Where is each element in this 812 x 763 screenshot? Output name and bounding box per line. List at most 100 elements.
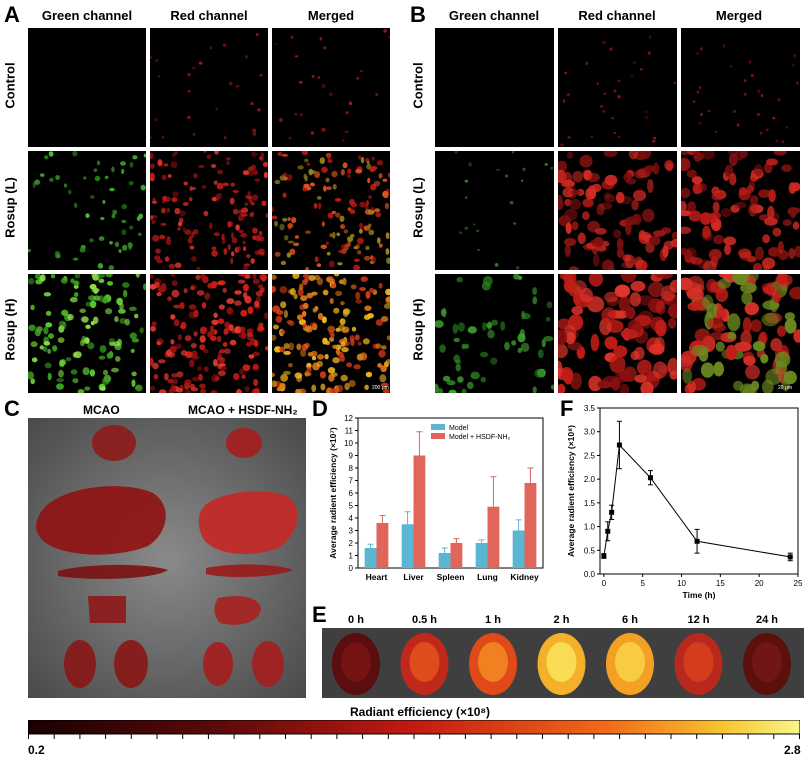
brain-core	[752, 642, 782, 682]
legend-label: Model + HSDF-NH₂	[449, 434, 511, 441]
cells-merged	[272, 151, 390, 270]
image-b-control-red	[558, 28, 677, 147]
y-tick-label: 11	[345, 427, 354, 436]
bar	[376, 523, 389, 568]
image-b-rosup-h-red	[558, 274, 677, 393]
organ-heart-model	[92, 425, 136, 461]
cells-merged	[681, 151, 800, 270]
image-b-rosup-h-merged	[681, 274, 800, 393]
image-a-control-merged	[272, 28, 390, 147]
plot-frame	[599, 407, 799, 575]
time-label: 24 h	[755, 614, 778, 626]
bar	[487, 506, 500, 568]
organ-lung-treated	[214, 596, 261, 625]
image-a-rosup-h-merged	[272, 274, 390, 393]
x-tick-label: 15	[716, 579, 725, 588]
y-tick-label: 0	[349, 564, 354, 573]
brain-core	[683, 642, 714, 682]
organ-kidney-model-2	[114, 640, 148, 688]
bar	[450, 543, 463, 568]
col-header-a-green: Green channel	[41, 8, 133, 23]
legend-swatch	[431, 433, 445, 439]
image-b-rosup-l-red	[558, 151, 677, 270]
scale-bar-a: 200 μm	[372, 385, 389, 391]
y-tick-label: 3	[349, 527, 354, 536]
y-tick-label: 1.5	[584, 499, 596, 508]
panel-c-organ-image	[28, 418, 306, 698]
panel-c-label-mcao: MCAO	[83, 403, 120, 417]
brain-core	[478, 642, 508, 682]
x-tick-label: Liver	[403, 572, 424, 582]
colorbar-min: 0.2	[28, 743, 45, 757]
data-point	[647, 475, 653, 481]
row-header-b-rosup-h: Rosup (H)	[410, 298, 426, 361]
colorbar-max: 2.8	[784, 743, 801, 757]
image-b-control-merged	[681, 28, 800, 147]
cells-green	[28, 151, 146, 270]
y-tick-label: 0.0	[584, 570, 596, 579]
bar	[438, 553, 451, 568]
panel-letter-e: E	[312, 602, 327, 627]
cells-red	[150, 33, 263, 140]
legend-label: Model	[449, 425, 469, 432]
brain-core	[546, 642, 577, 682]
row-header-a-rosup-l: Rosup (L)	[2, 177, 18, 238]
data-point	[609, 509, 615, 515]
panel-letter-b: B	[410, 2, 426, 27]
row-header-a-rosup-h: Rosup (H)	[2, 298, 18, 361]
image-b-rosup-l-green	[435, 151, 554, 270]
brain-core	[409, 642, 440, 682]
data-point	[616, 442, 622, 448]
cells-green	[454, 151, 554, 270]
panel-e-brain-strip	[322, 628, 804, 698]
data-point	[787, 554, 793, 560]
col-header-a-merged: Merged	[307, 8, 355, 23]
organ-liver-treated	[198, 491, 298, 555]
time-label: 6 h	[622, 614, 638, 626]
panel-letter-a: A	[4, 2, 20, 27]
y-tick-label: 6	[349, 489, 354, 498]
cells-merged	[681, 274, 800, 393]
cells-merged	[272, 274, 390, 393]
row-header-b-control: Control	[410, 62, 426, 109]
y-tick-label: 1.0	[584, 523, 596, 532]
y-tick-label: 3.5	[584, 404, 596, 413]
x-tick-label: 5	[640, 579, 645, 588]
y-tick-label: 2	[349, 539, 354, 548]
x-axis-label: Time (h)	[683, 590, 716, 600]
bar	[475, 543, 488, 568]
y-tick-label: 10	[344, 439, 353, 448]
image-a-rosup-l-green	[28, 151, 146, 270]
time-label: 2 h	[553, 614, 570, 626]
x-tick-label: 10	[677, 579, 686, 588]
cells-red	[560, 35, 677, 147]
colorbar	[28, 720, 800, 739]
y-tick-label: 2.5	[584, 451, 596, 460]
y-tick-label: 1	[349, 552, 354, 561]
scale-bar-b: 20 μm	[778, 385, 792, 391]
cells-green	[435, 274, 554, 393]
x-tick-label: 25	[794, 579, 803, 588]
bar	[413, 455, 426, 568]
y-tick-label: 9	[349, 452, 354, 461]
brain-core	[615, 642, 645, 682]
image-b-control-green	[435, 28, 554, 147]
cells-red	[150, 274, 268, 393]
time-label: 1 h	[485, 614, 501, 626]
organ-kidney-treated-2	[252, 641, 284, 687]
col-header-a-red: Red channel	[170, 8, 248, 23]
image-b-rosup-l-merged	[681, 151, 800, 270]
image-b-rosup-h-green	[435, 274, 554, 393]
y-tick-label: 8	[349, 464, 354, 473]
time-label: 0.5 h	[411, 614, 438, 626]
panel-letter-f: F	[560, 396, 574, 421]
x-tick-label: 20	[755, 579, 764, 588]
col-header-b-merged: Merged	[715, 8, 763, 23]
y-axis-label: Average radient efficiency (×10⁸)	[566, 425, 576, 557]
y-tick-label: 5	[349, 502, 354, 511]
x-tick-label: 0	[602, 579, 607, 588]
panel-letter-d: D	[312, 396, 328, 421]
image-a-rosup-h-red	[150, 274, 268, 393]
panel-c-label-treated: MCAO + HSDF-NH₂	[188, 403, 298, 417]
